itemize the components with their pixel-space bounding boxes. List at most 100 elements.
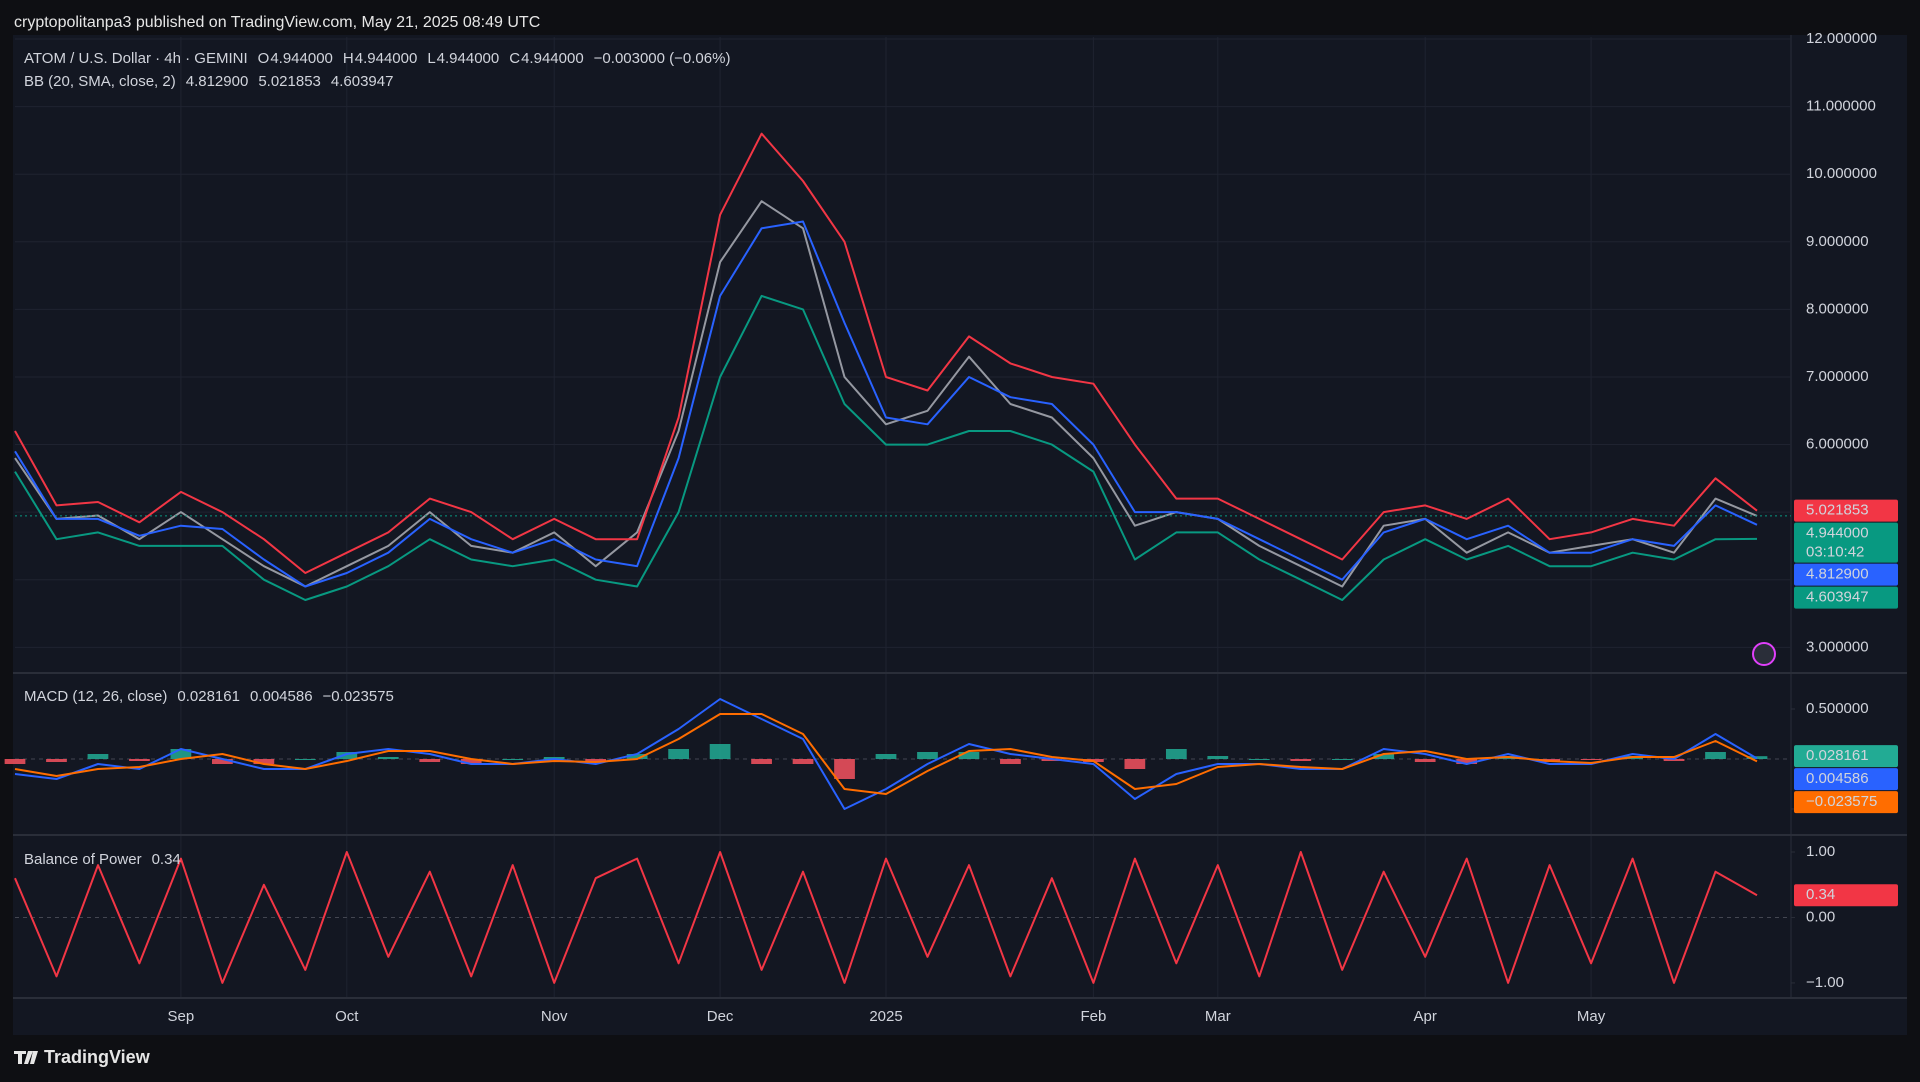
price-label-box: [1794, 563, 1898, 586]
legend-text: 4.944000: [437, 50, 500, 67]
histogram-bar: [170, 749, 192, 759]
histogram-bar: [212, 759, 233, 764]
x-tick-label: Mar: [1205, 1008, 1231, 1025]
y-tick-label: −1.00: [1806, 974, 1844, 991]
brand-logo: [14, 1051, 38, 1064]
histogram-bar: [1331, 759, 1353, 760]
legend-text: Balance of Power: [24, 851, 142, 868]
y-tick-label: 9.000000: [1806, 233, 1869, 250]
histogram-bar: [377, 757, 399, 759]
x-tick-label: May: [1577, 1008, 1606, 1025]
series-line: [14, 294, 1758, 601]
x-tick-label: Sep: [168, 1008, 195, 1025]
histogram-bar: [543, 757, 565, 759]
histogram-bar: [460, 759, 482, 764]
legend-text: L: [427, 50, 435, 67]
x-tick-label: Oct: [335, 1008, 359, 1025]
y-tick-label: 11.000000: [1806, 98, 1876, 115]
histogram-bar: [1663, 759, 1685, 761]
histogram-bar: [87, 754, 109, 759]
histogram-bar: [1290, 759, 1312, 761]
histogram-bar: [1456, 759, 1478, 764]
legend-text: O: [258, 50, 270, 67]
histogram-bar: [751, 759, 772, 764]
histogram-bar: [585, 759, 607, 761]
legend-text: 0.34: [152, 851, 181, 868]
legend-text: MACD (12, 26, close): [24, 688, 167, 705]
legend-text: −0.003000 (−0.06%): [594, 50, 731, 67]
histogram-bar: [336, 752, 358, 759]
y-tick-label: 0.500000: [1806, 700, 1869, 717]
countdown: 03:10:42: [1806, 544, 1864, 561]
price-label: 5.021853: [1806, 502, 1869, 519]
x-tick-label: Nov: [541, 1008, 568, 1025]
series-line: [14, 220, 1758, 588]
y-tick-label: 0.00: [1806, 908, 1835, 925]
price-label: 4.603947: [1806, 589, 1869, 606]
legend-text: 5.021853: [258, 73, 321, 90]
x-tick-label: 2025: [869, 1008, 902, 1025]
histogram-bar: [958, 752, 980, 759]
histogram-bar: [1705, 752, 1726, 759]
x-tick-label: Dec: [707, 1008, 734, 1025]
y-tick-label: 1.00: [1806, 843, 1835, 860]
legend-text: 4.944000: [270, 50, 333, 67]
histogram-bar: [1124, 759, 1146, 769]
price-label: 4.812900: [1806, 566, 1869, 583]
histogram-bar: [1165, 749, 1187, 759]
histogram-bar: [1207, 756, 1229, 759]
legend-text: −0.023575: [323, 688, 394, 705]
price-label-box: [1794, 884, 1898, 907]
price-label: 0.028161: [1806, 747, 1869, 764]
series-line: [14, 132, 1758, 574]
histogram-bar: [668, 749, 689, 759]
flag-icon: [1752, 642, 1776, 666]
price-label-box: [1794, 499, 1898, 522]
price-label: 4.944000: [1806, 525, 1869, 542]
histogram-bar: [834, 759, 855, 779]
price-label: −0.023575: [1806, 793, 1877, 810]
histogram-bar: [1414, 759, 1436, 762]
price-label-box: [1794, 586, 1898, 609]
y-tick-label: 10.000000: [1806, 165, 1877, 182]
price-label: 0.34: [1806, 886, 1835, 903]
histogram-bar: [1248, 759, 1270, 760]
price-label-box: [1794, 768, 1898, 791]
legend-text: H: [343, 50, 354, 67]
x-tick-label: Apr: [1414, 1008, 1437, 1025]
histogram-bar: [1373, 754, 1395, 759]
y-tick-label: 6.000000: [1806, 436, 1869, 453]
price-label-box: [1794, 745, 1898, 768]
histogram-bar: [129, 759, 150, 761]
histogram-bar: [792, 759, 814, 764]
legend-text: 4.603947: [331, 73, 394, 90]
series-line: [14, 713, 1758, 795]
histogram-bar: [709, 744, 731, 759]
histogram-bar: [917, 752, 938, 759]
histogram-bar: [875, 754, 897, 759]
x-tick-label: Feb: [1080, 1008, 1106, 1025]
y-tick-label: 7.000000: [1806, 368, 1869, 385]
histogram-bar: [1000, 759, 1021, 764]
legend-text: C: [509, 50, 520, 67]
y-tick-label: 3.000000: [1806, 638, 1869, 655]
legend-text: 4.944000: [355, 50, 418, 67]
publisher: cryptopolitanpa3 published on TradingVie…: [14, 14, 540, 31]
legend-text: 0.004586: [250, 688, 313, 705]
legend-text: 4.944000: [521, 50, 584, 67]
legend-text: ATOM / U.S. Dollar · 4h · GEMINI: [24, 50, 248, 67]
histogram-bar: [294, 759, 316, 760]
histogram-bar: [419, 759, 441, 762]
histogram-bar: [46, 759, 67, 762]
brand: TradingView: [44, 1047, 151, 1067]
price-label: 0.004586: [1806, 770, 1869, 787]
legend-text: BB (20, SMA, close, 2): [24, 73, 176, 90]
y-tick-label: 8.000000: [1806, 300, 1869, 317]
series-line: [14, 851, 1758, 984]
histogram-bar: [1580, 759, 1602, 760]
legend-text: 0.028161: [177, 688, 240, 705]
histogram-bar: [626, 754, 648, 759]
histogram-bar: [502, 759, 524, 760]
histogram-bar: [4, 759, 26, 764]
